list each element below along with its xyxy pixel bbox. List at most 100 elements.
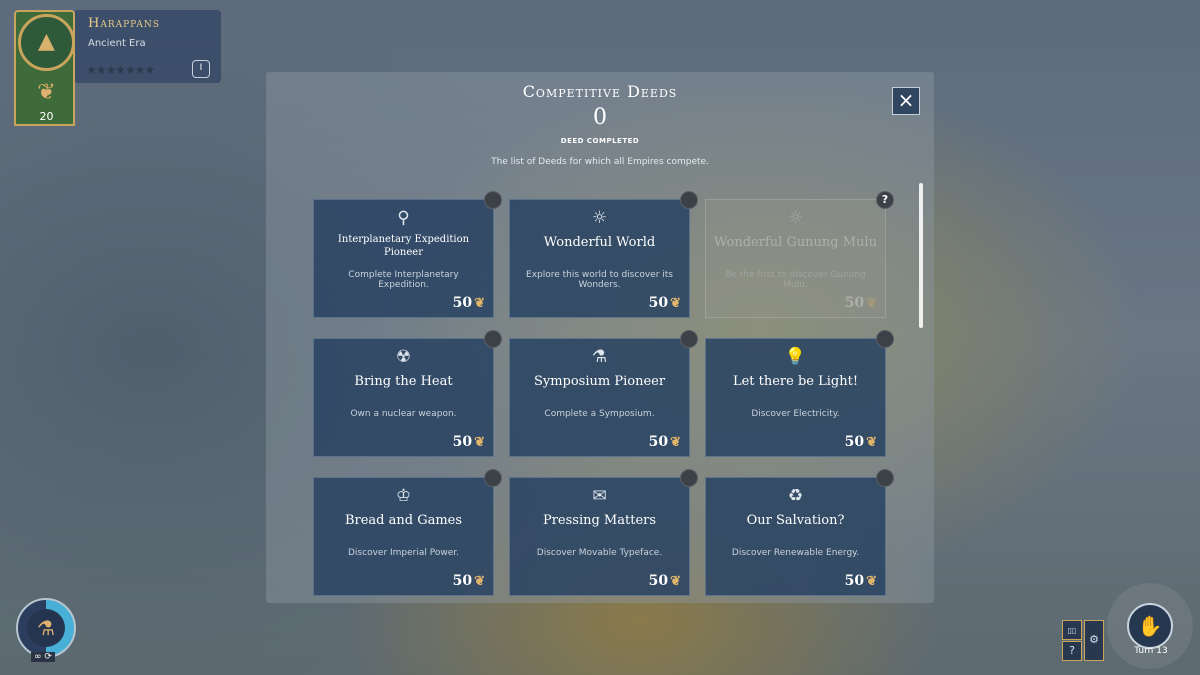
laurel-icon: ❦ bbox=[670, 435, 681, 450]
deed-reward: 50 ❦ bbox=[845, 434, 877, 450]
laurel-icon: ❦ bbox=[670, 574, 681, 589]
help-button[interactable]: ? bbox=[1062, 641, 1082, 661]
reward-value: 50 bbox=[844, 295, 865, 311]
science-label: ∞ ⟳ bbox=[31, 652, 55, 662]
scrollbar[interactable] bbox=[919, 183, 923, 328]
deed-reward: 50 ❦ bbox=[649, 295, 681, 311]
deed-status-indicator bbox=[876, 330, 894, 348]
crown-icon: ♔ bbox=[395, 486, 412, 506]
laurel-icon: ❦ bbox=[37, 80, 56, 105]
deed-card[interactable]: ☢ Bring the Heat Own a nuclear weapon. 5… bbox=[313, 330, 502, 457]
deed-count-label: DEED COMPLETED bbox=[560, 137, 640, 145]
deed-reward: 50 ❦ bbox=[845, 295, 877, 311]
deed-description: Discover Imperial Power. bbox=[348, 548, 459, 558]
wonder-icon: ☼ bbox=[591, 208, 608, 228]
empire-era: Ancient Era bbox=[88, 38, 146, 49]
deed-count: 0 bbox=[593, 105, 607, 130]
deed-name: Bring the Heat bbox=[354, 374, 453, 389]
reward-value: 50 bbox=[844, 573, 865, 589]
deed-status-indicator bbox=[484, 469, 502, 487]
deed-card[interactable]: ♔ Bread and Games Discover Imperial Powe… bbox=[313, 469, 502, 596]
reward-value: 50 bbox=[452, 573, 473, 589]
deed-reward: 50 ❦ bbox=[453, 573, 485, 589]
fame-score: 20 bbox=[39, 110, 54, 123]
reward-value: 50 bbox=[648, 434, 669, 450]
laurel-icon: ❦ bbox=[866, 435, 877, 450]
settings-button[interactable]: ⚙ bbox=[1084, 620, 1104, 661]
deed-status-indicator: ? bbox=[876, 191, 894, 209]
modal-title: Competitive Deeds bbox=[522, 82, 678, 101]
science-progress[interactable]: ⚗ bbox=[16, 598, 76, 658]
reward-value: 50 bbox=[452, 295, 473, 311]
deed-name: Our Salvation? bbox=[746, 513, 845, 528]
deed-description: Own a nuclear weapon. bbox=[350, 409, 457, 419]
competitive-deeds-modal: Competitive Deeds 0 DEED COMPLETED The l… bbox=[266, 72, 934, 603]
reward-value: 50 bbox=[452, 434, 473, 450]
gear-icon: ⚙ bbox=[1089, 633, 1099, 646]
laurel-icon: ❦ bbox=[474, 435, 485, 450]
printing-press-icon: ✉ bbox=[592, 486, 607, 506]
deed-reward: 50 ❦ bbox=[649, 434, 681, 450]
turn-label: Turn 13 bbox=[1134, 646, 1168, 656]
modal-description: The list of Deeds for which all Empires … bbox=[491, 157, 709, 167]
deed-description: Discover Movable Typeface. bbox=[536, 548, 663, 558]
help-icon: ? bbox=[1069, 644, 1075, 657]
deed-description: Be the first to discover Gunung Mulu. bbox=[725, 270, 866, 290]
deed-card[interactable]: ✉ Pressing Matters Discover Movable Type… bbox=[509, 469, 698, 596]
deed-card[interactable]: ☼ Wonderful World Explore this world to … bbox=[509, 191, 698, 318]
flask-icon: ⚗ bbox=[27, 609, 65, 647]
deed-card[interactable]: ♻ Our Salvation? Discover Renewable Ener… bbox=[705, 469, 894, 596]
renewable-icon: ♻ bbox=[787, 486, 804, 506]
deed-description: Complete a Symposium. bbox=[544, 409, 655, 419]
laurel-icon: ❦ bbox=[474, 296, 485, 311]
close-icon: × bbox=[897, 88, 915, 112]
deed-reward: 50 ❦ bbox=[845, 573, 877, 589]
empire-banner[interactable]: ▲ ❦ 20 bbox=[14, 10, 75, 126]
deed-status-indicator bbox=[680, 330, 698, 348]
deed-name: Symposium Pioneer bbox=[533, 374, 666, 389]
encyclopedia-button[interactable]: ▯▯ bbox=[1062, 620, 1082, 640]
laurel-icon: ❦ bbox=[866, 296, 877, 311]
empire-name: Harappans bbox=[88, 16, 160, 31]
deed-description: Discover Renewable Energy. bbox=[731, 548, 860, 558]
reward-value: 50 bbox=[844, 434, 865, 450]
close-button[interactable]: × bbox=[892, 87, 920, 115]
book-icon: ▯▯ bbox=[1067, 626, 1077, 635]
deed-name: Pressing Matters bbox=[542, 513, 657, 528]
deed-description: Discover Electricity. bbox=[751, 409, 840, 419]
laurel-icon: ❦ bbox=[866, 574, 877, 589]
expedition-icon: ⚲ bbox=[397, 208, 410, 228]
deed-reward: 50 ❦ bbox=[649, 573, 681, 589]
laurel-icon: ❦ bbox=[670, 296, 681, 311]
deed-card[interactable]: ⚗ Symposium Pioneer Complete a Symposium… bbox=[509, 330, 698, 457]
deed-reward: 50 ❦ bbox=[453, 434, 485, 450]
mountain-emblem-icon: ▲ bbox=[18, 14, 75, 71]
deed-name: Let there be Light! bbox=[732, 374, 859, 389]
deed-name: Interplanetary Expedition Pioneer bbox=[337, 234, 470, 258]
deed-name: Wonderful Gunung Mulu bbox=[714, 235, 877, 250]
deed-reward: 50 ❦ bbox=[453, 295, 485, 311]
nuclear-icon: ☢ bbox=[395, 347, 412, 367]
deed-card[interactable]: ☼ Wonderful Gunung Mulu Be the first to … bbox=[705, 191, 894, 318]
laurel-icon: ❦ bbox=[474, 574, 485, 589]
end-turn-icon: ✋ bbox=[1137, 614, 1163, 638]
reward-value: 50 bbox=[648, 573, 669, 589]
deed-description: Complete Interplanetary Expedition. bbox=[348, 270, 459, 290]
deed-card[interactable]: 💡 Let there be Light! Discover Electrici… bbox=[705, 330, 894, 457]
deed-status-indicator bbox=[680, 469, 698, 487]
era-badge[interactable]: I bbox=[192, 60, 210, 78]
lightbulb-icon: 💡 bbox=[784, 347, 807, 367]
deed-description: Explore this world to discover its Wonde… bbox=[526, 270, 673, 290]
reward-value: 50 bbox=[648, 295, 669, 311]
deed-status-indicator bbox=[680, 191, 698, 209]
deed-card[interactable]: ⚲ Interplanetary Expedition Pioneer Comp… bbox=[313, 191, 502, 318]
deed-status-indicator bbox=[484, 191, 502, 209]
deed-name: Bread and Games bbox=[344, 513, 463, 528]
end-turn-button[interactable]: ✋ bbox=[1127, 603, 1173, 649]
era-stars: ★★★★★★★ bbox=[86, 63, 155, 77]
symposium-icon: ⚗ bbox=[591, 347, 608, 367]
deed-status-indicator bbox=[484, 330, 502, 348]
empire-info: Harappans Ancient Era ★★★★★★★ I bbox=[74, 10, 221, 83]
deed-status-indicator bbox=[876, 469, 894, 487]
wonder-icon: ☼ bbox=[787, 208, 804, 228]
